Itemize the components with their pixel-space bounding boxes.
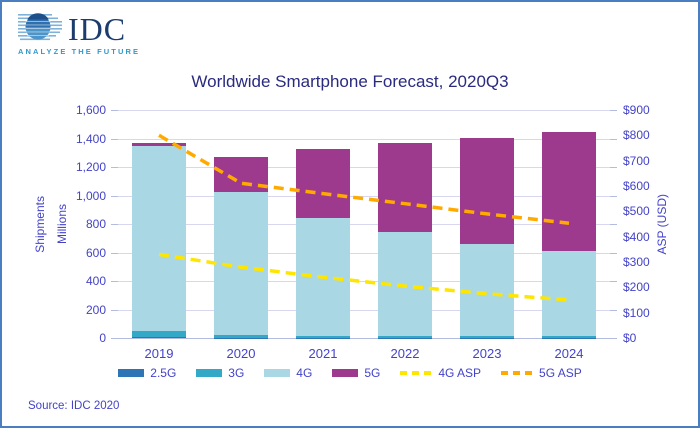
gridline [118,252,610,254]
gridline [118,281,610,282]
left-tick [111,167,118,168]
right-tick [610,110,617,111]
bar-segment-3g-2023 [460,336,514,338]
legend-swatch-2-5g [118,369,145,377]
line-5g-asp [158,133,570,225]
left-tick [111,110,118,111]
legend-swatch-5g-asp [501,371,534,375]
legend-item-5g-asp: 5G ASP [501,366,582,380]
bar-segment-5g-2024 [542,132,596,252]
gridline [118,138,610,140]
legend-label: 2.5G [150,366,177,380]
chart-legend: 2.5G 3G 4G 5G 4G ASP 5G ASP [2,366,698,380]
left-axis-tick-label: 0 [99,331,106,345]
bar-segment-3g-2021 [296,335,350,338]
right-axis-tick-label: $0 [623,331,637,345]
bar-segment-3g-2019 [132,330,186,338]
right-tick [610,138,617,140]
gridline [118,110,610,111]
legend-item-4g-asp: 4G ASP [400,366,481,380]
right-axis-tick-label: $900 [623,103,650,117]
right-tick [610,195,617,197]
gridline [118,195,610,197]
right-tick [610,224,617,225]
bar-segment-3g-2024 [542,336,596,338]
x-axis-label-2023: 2023 [472,346,502,361]
legend-item-3g: 3G [196,366,244,380]
left-axis-tick-label: 200 [85,302,106,317]
gridline [118,167,610,168]
left-tick [111,252,118,254]
legend-label: 5G [364,366,381,380]
idc-logo: IDC ANALYZE THE FUTURE [18,12,168,60]
left-axis-tick-label: 400 [85,274,106,288]
right-axis-tick-label: $300 [623,255,650,269]
legend-label: 4G ASP [438,366,482,380]
legend-swatch-4g-asp [400,371,433,375]
right-tick [610,281,617,282]
left-tick [111,309,118,311]
right-axis-tick-label: $800 [623,128,650,143]
right-axis-title-asp-usd: ASP (USD) [655,193,669,255]
x-axis-label-2024: 2024 [554,346,584,361]
bar-segment-5g-2021 [296,148,350,219]
idc-globe-icon [18,13,62,41]
right-axis-tick-label: $600 [623,179,650,193]
right-axis-tick-label: $500 [623,204,650,219]
bar-segment-4g-2024 [542,251,596,337]
legend-label: 4G [296,366,313,380]
bar-segment-2-5g-2019 [132,337,186,338]
left-tick [111,195,118,197]
gridline [118,224,610,225]
right-tick [610,167,617,168]
bar-segment-4g-2023 [460,243,514,337]
x-axis-baseline [118,338,610,339]
x-axis-label-2022: 2022 [390,346,420,361]
gridline [118,309,610,311]
source-note: Source: IDC 2020 [28,400,120,412]
bar-segment-5g-2019 [132,142,186,146]
right-axis-tick-label: $400 [623,229,650,244]
left-axis-tick-label: 600 [85,245,106,260]
bar-segment-4g-2019 [132,145,186,331]
idc-tagline: ANALYZE THE FUTURE [18,47,141,56]
legend-item-5g: 5G [332,366,380,380]
legend-label: 3G [228,366,245,380]
x-axis-label-2020: 2020 [226,346,256,361]
chart-title: Worldwide Smartphone Forecast, 2020Q3 [191,72,509,91]
right-tick [610,252,617,254]
bar-segment-3g-2020 [214,334,268,338]
left-axis-tick-label: 1,400 [75,131,106,146]
bar-segment-5g-2023 [460,137,514,244]
left-tick [111,224,118,225]
left-tick [111,338,118,339]
right-tick [610,309,617,311]
right-axis-tick-label: $100 [623,305,650,320]
left-axis-tick-label: 1,600 [75,103,106,117]
x-axis-label-2021: 2021 [308,346,338,361]
x-axis-label-2019: 2019 [144,346,174,361]
right-axis-tick-label: $700 [623,153,650,168]
line-4g-asp [158,252,570,302]
legend-swatch-4g [264,369,291,377]
left-axis-tick-label: 1,200 [75,160,106,174]
left-tick [111,138,118,140]
legend-item-2-5g: 2.5G [118,366,176,380]
legend-item-4g: 4G [264,366,312,380]
left-axis-title-shipments: Shipments [33,195,47,253]
legend-swatch-5g [332,369,359,377]
legend-swatch-3g [196,369,223,377]
legend-label: 5G ASP [539,366,582,380]
plot-area: 0 200 400 600 800 1,000 1,200 1,400 1,600 $0 $100 $… [76,103,650,361]
right-axis-tick-label: $200 [623,280,650,295]
asp-lines-layer [158,133,570,302]
bar-segment-5g-2022 [378,143,432,233]
right-tick [610,338,617,339]
bar-segment-3g-2022 [378,335,432,338]
idc-brand-text: IDC [68,11,127,47]
left-axis-tick-label: 800 [85,217,106,231]
left-axis-tick-label: 1,000 [75,188,106,203]
left-tick [111,281,118,282]
